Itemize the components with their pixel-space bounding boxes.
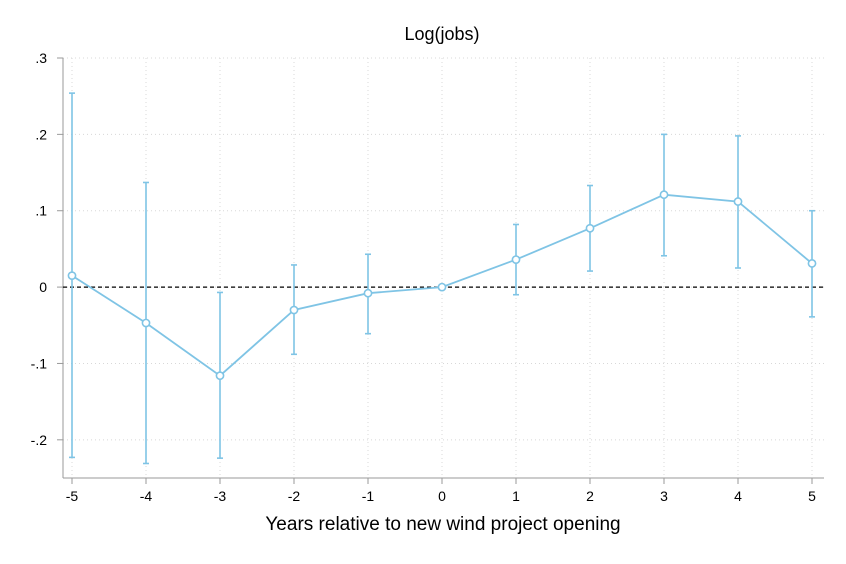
x-axis-label: Years relative to new wind project openi… [265,514,620,535]
x-tick-label: -5 [66,488,79,504]
x-tick-label: 4 [734,488,742,504]
coefficient-point [659,190,669,200]
series-layer [67,190,817,381]
coefficient-point [67,271,77,281]
tick-label-layer: -.2 -.1 0 .1 .2 .3 -5 -4 -3 -2 -1 0 1 2 3 4 5 [31,50,816,504]
coefficient-point [437,282,447,292]
x-tick-label: -1 [362,488,375,504]
coefficient-point [511,255,521,264]
coefficient-point [363,288,373,298]
y-tick-label: 0 [39,279,47,295]
coefficient-point [289,305,299,315]
y-tick-label: -.2 [31,432,48,448]
y-tick-label: -.1 [31,355,48,371]
x-tick-label: 5 [808,488,816,504]
x-tick-label: 3 [660,488,668,504]
x-tick-label: 0 [438,488,446,504]
y-tick-label: .3 [35,50,47,66]
axes-layer [62,58,824,479]
coefficient-point [141,318,151,328]
x-tick-label: 1 [512,488,520,504]
x-tick-label: -4 [140,488,153,504]
x-tick-label: -2 [288,488,301,504]
x-tick-label: -3 [214,488,227,504]
coefficient-point [733,197,743,206]
x-tick-label: 2 [586,488,594,504]
coefficient-point [807,259,817,268]
y-tick-label: .1 [35,203,47,219]
chart-title: Log(jobs) [404,24,479,44]
coefficient-point [215,371,225,381]
grid-layer [63,57,824,478]
coefficient-point [585,223,595,233]
y-tick-label: .2 [35,126,47,142]
